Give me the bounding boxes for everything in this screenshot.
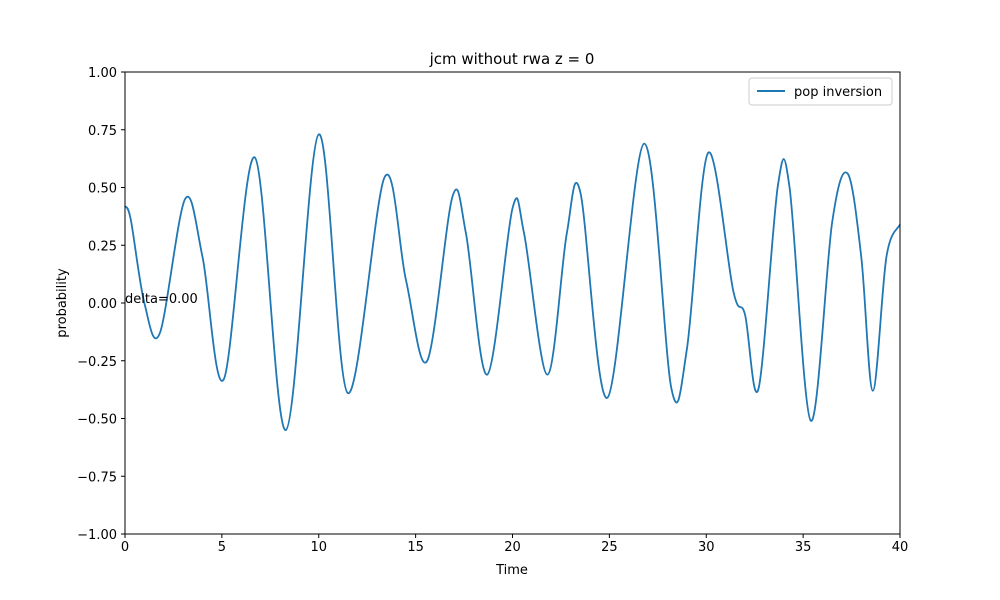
y-tick-label: 0.00 xyxy=(88,297,117,312)
y-tick-label: −0.25 xyxy=(77,355,117,370)
x-tick-label: 5 xyxy=(218,540,226,555)
x-tick-label: 30 xyxy=(698,540,715,555)
y-tick-label: 0.25 xyxy=(88,239,117,254)
legend-box xyxy=(748,77,893,106)
y-tick-label: −0.75 xyxy=(77,470,117,485)
legend-label: pop inversion xyxy=(794,85,882,100)
chart-title: jcm without rwa z = 0 xyxy=(429,50,595,68)
x-tick-label: 25 xyxy=(601,540,618,555)
y-tick-label: −0.50 xyxy=(77,413,117,428)
x-axis-label: Time xyxy=(495,563,528,578)
plot-frame xyxy=(124,71,901,535)
y-tick-label: 0.75 xyxy=(88,124,117,139)
y-tick-label: 0.50 xyxy=(88,182,117,197)
x-tick-label: 35 xyxy=(795,540,812,555)
y-axis-label: probability xyxy=(55,268,70,338)
y-tick-label: 1.00 xyxy=(88,66,117,81)
x-tick-label: 0 xyxy=(121,540,129,555)
y-tick-label: −1.00 xyxy=(77,528,117,543)
line-series xyxy=(124,133,901,431)
annotation: delta=0.00 xyxy=(125,292,198,307)
x-tick-label: 40 xyxy=(892,540,909,555)
x-tick-label: 10 xyxy=(310,540,327,555)
x-tick-label: 20 xyxy=(504,540,521,555)
x-tick-label: 15 xyxy=(407,540,424,555)
